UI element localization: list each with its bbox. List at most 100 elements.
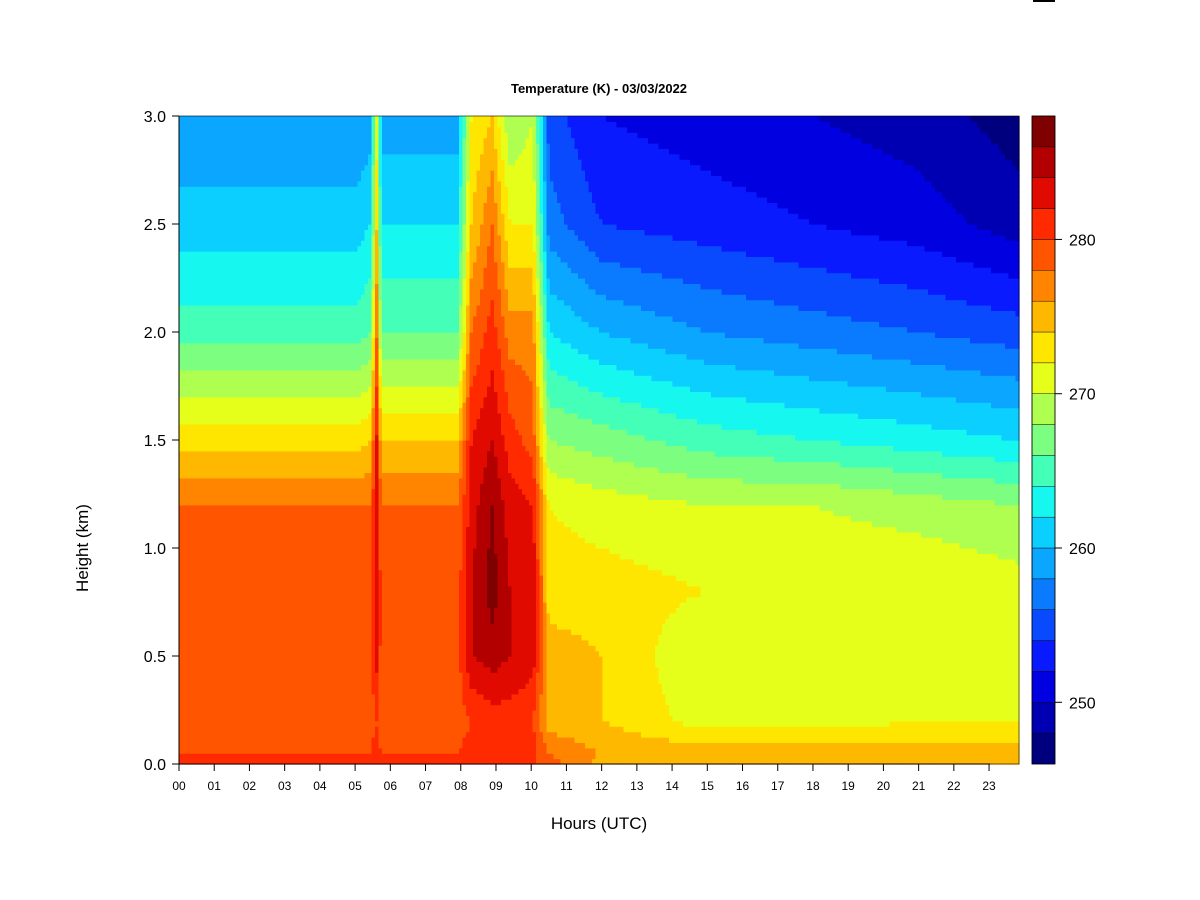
heatmap-cell [203,180,208,187]
heatmap-cell [263,521,268,527]
heatmap-cell [221,186,226,193]
heatmap-cell [291,143,296,149]
heatmap-cell [242,666,247,673]
heatmap-cell [315,305,320,311]
heatmap-cell [203,132,208,139]
heatmap-cell [207,634,212,641]
heatmap-cell [291,477,296,484]
heatmap-cell [245,472,250,479]
heatmap-cell [298,575,303,581]
heatmap-cell [284,731,289,738]
heatmap-cell [231,429,236,436]
heatmap-cell [228,693,233,700]
heatmap-cell [270,564,275,571]
heatmap-cell [186,558,191,565]
heatmap-cell [322,742,327,749]
heatmap-cell [200,456,205,463]
heatmap-cell [214,207,219,214]
heatmap-cell [287,180,292,187]
heatmap-cell [277,677,282,684]
heatmap-cell [200,342,205,349]
heatmap-cell [319,348,324,355]
heatmap-cell [186,715,191,722]
heatmap-cell [224,693,229,700]
heatmap-cell [224,283,229,290]
heatmap-cell [214,472,219,479]
heatmap-cell [266,143,271,149]
heatmap-cell [312,618,317,625]
heatmap-cell [291,310,296,317]
heatmap-cell [301,369,306,376]
heatmap-cell [203,639,208,646]
heatmap-cell [266,602,271,608]
heatmap-cell [294,332,299,338]
heatmap-cell [235,342,240,349]
heatmap-cell [301,510,306,517]
heatmap-cell [301,558,306,565]
heatmap-cell [224,116,229,122]
heatmap-cell [266,515,271,522]
heatmap-cell [217,369,222,376]
heatmap-cell [214,564,219,571]
heatmap-cell [294,494,299,500]
heatmap-cell [189,402,194,409]
heatmap-cell [256,720,261,727]
heatmap-cell [277,175,282,182]
heatmap-cell [270,407,275,414]
heatmap-cell [322,737,327,743]
heatmap-cell [210,386,215,392]
heatmap-cell [221,472,226,479]
heatmap-cell [217,510,222,517]
heatmap-cell [249,180,254,187]
heatmap-cell [210,607,215,614]
heatmap-cell [263,569,268,576]
heatmap-cell [189,666,194,673]
heatmap-cell [263,386,268,392]
heatmap-cell [298,596,303,603]
heatmap-cell [284,677,289,684]
heatmap-cell [252,229,257,236]
heatmap-cell [284,483,289,490]
heatmap-cell [207,288,212,295]
heatmap-cell [315,380,320,387]
heatmap-cell [249,747,254,754]
heatmap-cell [312,261,317,268]
heatmap-cell [291,602,296,608]
heatmap-cell [189,251,194,257]
heatmap-cell [294,321,299,328]
heatmap-cell [277,629,282,635]
heatmap-cell [210,202,215,209]
heatmap-cell [277,656,282,662]
heatmap-cell [287,558,292,565]
heatmap-cell [263,531,268,538]
heatmap-cell [189,753,194,760]
heatmap-cell [207,143,212,149]
heatmap-cell [186,396,191,403]
heatmap-cell [256,391,261,398]
heatmap-cell [217,548,222,554]
heatmap-cell [273,656,278,662]
heatmap-cell [210,369,215,376]
heatmap-cell [217,326,222,333]
heatmap-cell [196,207,201,214]
heatmap-cell [235,272,240,279]
heatmap-cell [189,672,194,679]
heatmap-cell [217,267,222,274]
heatmap-cell [203,726,208,733]
heatmap-cell [186,629,191,635]
heatmap-cell [291,747,296,754]
heatmap-cell [249,758,254,765]
heatmap-cell [210,677,215,684]
heatmap-cell [308,278,313,284]
heatmap-cell [186,445,191,452]
heatmap-cell [238,537,243,544]
heatmap-cell [266,564,271,571]
heatmap-cell [182,537,187,544]
heatmap-cell [308,753,313,760]
heatmap-cell [266,537,271,544]
heatmap-cell [231,569,236,576]
heatmap-cell [312,558,317,565]
heatmap-cell [308,704,313,711]
heatmap-cell [287,494,292,500]
heatmap-cell [238,245,243,252]
